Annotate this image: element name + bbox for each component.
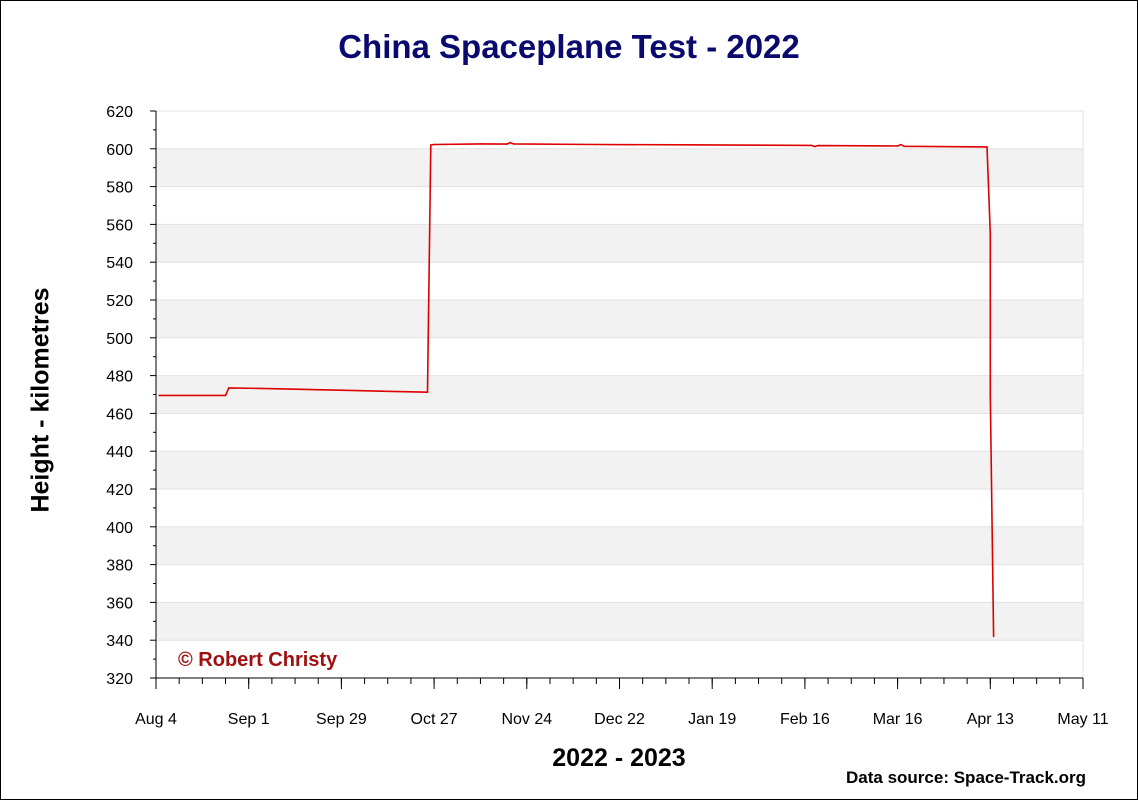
height-data-point [903, 145, 906, 148]
grid-band [156, 300, 1083, 338]
grid-band [156, 564, 1083, 603]
x-axis-title: 2022 - 2023 [552, 744, 686, 772]
height-data-point [429, 144, 432, 146]
grid-band [156, 413, 1083, 452]
height-data-point [814, 145, 816, 148]
y-tick-label: 420 [106, 482, 133, 499]
grid-band [156, 337, 1083, 376]
height-data-point [810, 144, 813, 147]
y-tick-label: 560 [106, 217, 133, 234]
y-tick-label: 440 [106, 444, 133, 461]
y-tick-label: 500 [106, 331, 133, 348]
grid-band [156, 602, 1083, 641]
height-data-point [479, 143, 482, 145]
height-data-point [681, 144, 684, 146]
y-tick-label: 360 [106, 595, 133, 612]
y-tick-label: 600 [106, 142, 133, 159]
height-data-point [595, 143, 598, 146]
height-data-point [989, 233, 992, 235]
x-tick-label: May 11 [1057, 711, 1108, 728]
x-tick-label: Nov 24 [501, 711, 552, 728]
grid-band [156, 148, 1083, 187]
grid-band [156, 451, 1083, 489]
height-data-point [986, 146, 988, 148]
height-data-point [360, 389, 363, 392]
grid-band [156, 640, 1083, 678]
data-source-text: Data source: Space-Track.org [846, 768, 1086, 787]
y-tick-label: 580 [106, 180, 133, 197]
grid-band [156, 111, 1083, 149]
y-tick-label: 480 [106, 369, 133, 386]
height-data-point [224, 394, 227, 397]
height-data-point [228, 387, 230, 389]
y-tick-label: 400 [106, 520, 133, 537]
y-tick-label: 460 [106, 406, 133, 423]
x-tick-label: Mar 16 [873, 711, 923, 728]
height-data-point [433, 143, 435, 146]
x-tick-label: Oct 27 [411, 711, 458, 728]
y-tick-label: 520 [106, 293, 133, 310]
height-data-point [426, 391, 429, 394]
y-tick-label: 620 [106, 104, 133, 121]
x-tick-label: Apr 13 [967, 711, 1014, 728]
x-tick-label: Feb 16 [780, 711, 830, 728]
y-axis-title: Height - kilometres [26, 287, 55, 513]
chart-title: China Spaceplane Test - 2022 [338, 28, 800, 65]
y-tick-label: 380 [106, 558, 133, 575]
x-tick-label: Jan 19 [688, 711, 736, 728]
height-data-point [512, 143, 515, 145]
grid-band [156, 224, 1083, 263]
y-tick-label: 540 [106, 255, 133, 272]
x-tick-label: Dec 22 [594, 711, 645, 728]
y-tick-label: 320 [106, 671, 133, 688]
height-data-point [989, 393, 992, 396]
height-data-point [992, 635, 995, 638]
x-tick-label: Aug 4 [135, 711, 177, 728]
grid-band [156, 489, 1083, 527]
y-tick-label: 340 [106, 633, 133, 650]
height-data-point [158, 394, 161, 397]
height-data-point [277, 388, 280, 390]
grid-band [156, 186, 1083, 225]
height-data-point [509, 141, 512, 144]
height-data-point [506, 143, 508, 145]
copyright-text: © Robert Christy [178, 649, 338, 671]
height-series-line [159, 141, 995, 637]
height-data-point [896, 145, 899, 147]
x-tick-label: Sep 29 [316, 711, 367, 728]
grid-band [156, 262, 1083, 300]
height-data-point [900, 143, 902, 146]
grid-band [156, 526, 1083, 565]
grid-band [156, 375, 1083, 414]
x-tick-label: Sep 1 [228, 711, 270, 728]
height-data-point [817, 144, 819, 147]
